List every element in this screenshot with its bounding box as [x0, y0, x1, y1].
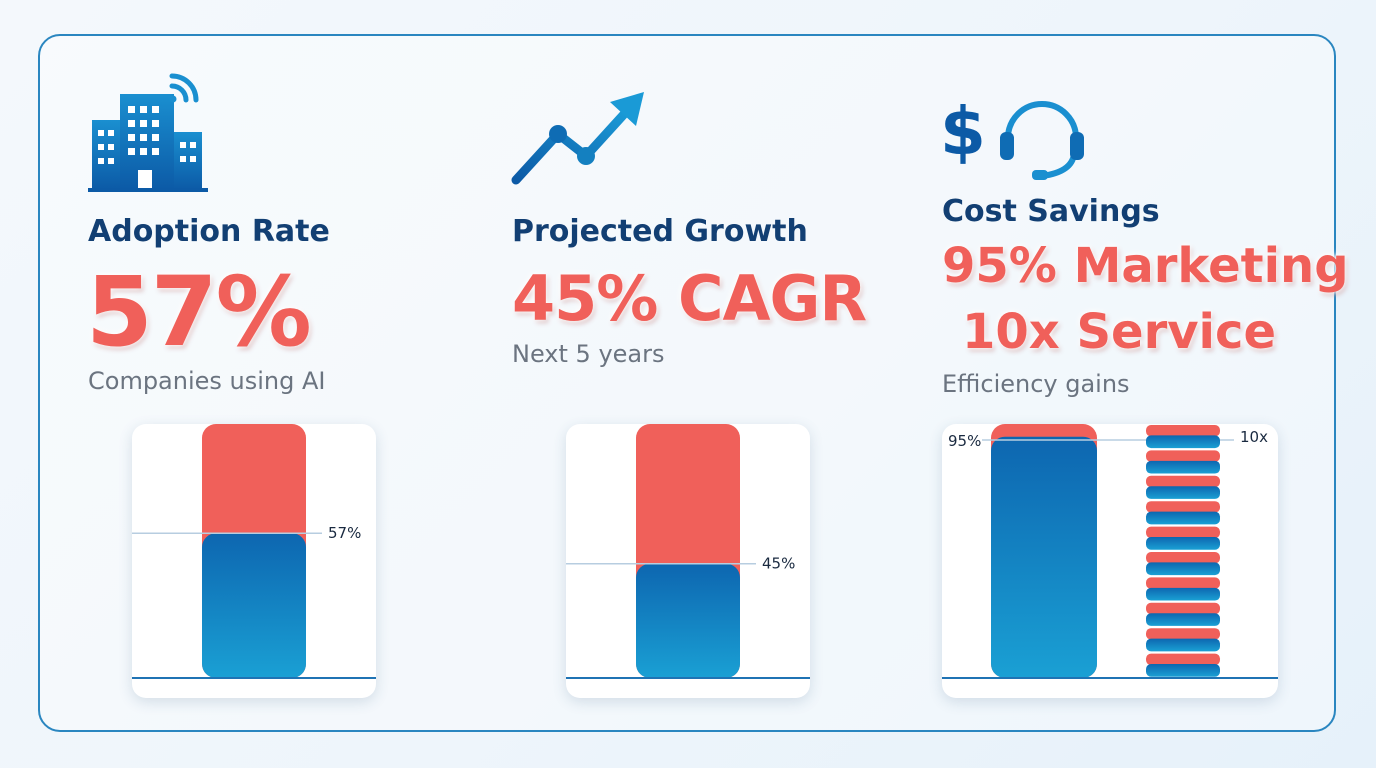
- bar-data-label: 45%: [762, 555, 795, 573]
- adoption-rate-title: Adoption Rate: [88, 214, 330, 249]
- adoption-rate-subtitle: Companies using AI: [88, 367, 326, 395]
- cost-savings-subtitle: Efficiency gains: [942, 370, 1130, 398]
- dollar-headset-icon: $: [940, 93, 1084, 180]
- service-data-label: 10x: [1240, 428, 1268, 446]
- service-segment-blue: [1146, 638, 1220, 652]
- growth-chart-card: 45%: [566, 424, 810, 698]
- service-segment-red: [1146, 552, 1220, 564]
- cost-savings-title: Cost Savings: [942, 194, 1160, 229]
- service-segment-red: [1146, 526, 1220, 539]
- service-segment-blue: [1146, 511, 1220, 525]
- service-segment-red: [1146, 653, 1220, 666]
- trend-up-arrow-icon: [511, 92, 644, 185]
- projected-growth-subtitle: Next 5 years: [512, 340, 665, 368]
- service-segment-blue: [1146, 537, 1220, 550]
- cost-chart: 95% 10x: [942, 424, 1278, 679]
- cost-chart-card: 95% 10x: [942, 424, 1278, 698]
- marketing-savings-value: 95% Marketing: [942, 238, 1349, 294]
- service-segment-red: [1146, 425, 1220, 437]
- bar-data-label: 57%: [328, 524, 361, 542]
- service-segment-red: [1146, 577, 1220, 589]
- bar-value: [202, 533, 306, 678]
- growth-chart: 45%: [566, 424, 810, 679]
- marketing-data-label: 95%: [948, 432, 981, 450]
- service-segment-blue: [1146, 435, 1220, 449]
- service-segment-blue: [1146, 486, 1220, 499]
- marketing-bar-value: [991, 436, 1097, 678]
- svg-text:$: $: [940, 93, 986, 170]
- office-building-wifi-icon: [88, 73, 208, 192]
- bar-value: [636, 563, 740, 678]
- service-segment-red: [1146, 501, 1220, 513]
- service-segment-red: [1146, 475, 1220, 488]
- service-segment-red: [1146, 628, 1220, 640]
- service-savings-value: 10x Service: [962, 304, 1277, 360]
- service-segment-blue: [1146, 664, 1220, 677]
- adoption-rate-value: 57%: [86, 256, 312, 368]
- service-segment-blue: [1146, 460, 1220, 474]
- projected-growth-value: 45% CAGR: [512, 262, 867, 335]
- service-segment-blue: [1146, 562, 1220, 576]
- adoption-chart-card: 57%: [132, 424, 376, 698]
- projected-growth-title: Projected Growth: [512, 214, 808, 249]
- service-segment-red: [1146, 450, 1220, 462]
- adoption-chart: 57%: [132, 424, 376, 679]
- service-segment-blue: [1146, 613, 1220, 626]
- service-segment-red: [1146, 602, 1220, 615]
- service-segment-blue: [1146, 587, 1220, 601]
